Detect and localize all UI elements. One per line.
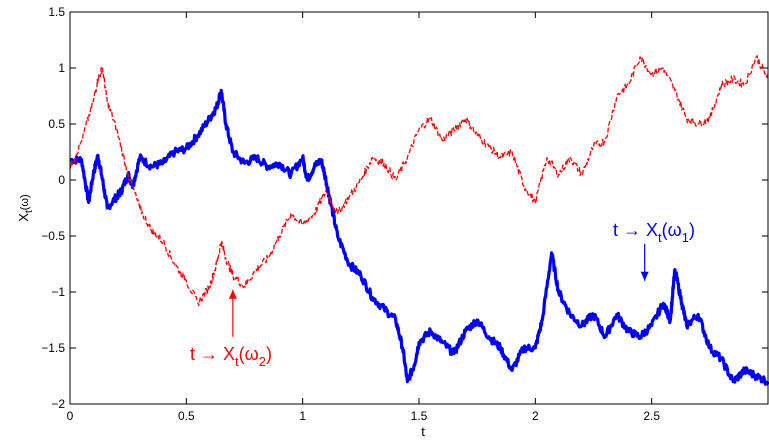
x-tick-label: 1.5 [411, 409, 428, 423]
series-line-2 [69, 55, 769, 307]
x-tick-label: 2.5 [643, 409, 660, 423]
y-axis-label-subscript: t [24, 210, 35, 213]
series-line-1 [69, 88, 769, 386]
y-tick-label: 1.5 [48, 5, 65, 19]
x-tick-label: 2 [532, 409, 539, 423]
x-tick-label: 0 [67, 409, 74, 423]
annotation-layer: t → Xt(ω1) t → Xt(ω2) [190, 220, 695, 369]
y-tick-label: −0.5 [41, 229, 65, 243]
y-axis-label: Xt(ω) [16, 194, 35, 221]
annotation-arrowhead-omega2 [228, 289, 237, 299]
series-layer [69, 55, 769, 386]
y-tick-label: 1 [58, 61, 65, 75]
x-tick-label: 1 [299, 409, 306, 423]
annotation-omega2: t → Xt(ω2) [190, 344, 272, 369]
x-tick-label: 0.5 [178, 409, 195, 423]
y-tick-label: 0.5 [48, 117, 65, 131]
y-tick-label: −1 [51, 285, 65, 299]
ticks-layer: 0 0.5 1 1.5 2 2.5 −2 −1.5 −1 −0.5 0 0.5 1 1.5 [41, 5, 768, 423]
y-tick-label: −2 [51, 397, 65, 411]
x-axis-label: t [421, 424, 425, 439]
annotation-arrowhead-omega1 [640, 271, 649, 281]
y-tick-label: −1.5 [41, 341, 65, 355]
annotation-omega1: t → Xt(ω1) [613, 220, 695, 245]
y-tick-label: 0 [58, 173, 65, 187]
